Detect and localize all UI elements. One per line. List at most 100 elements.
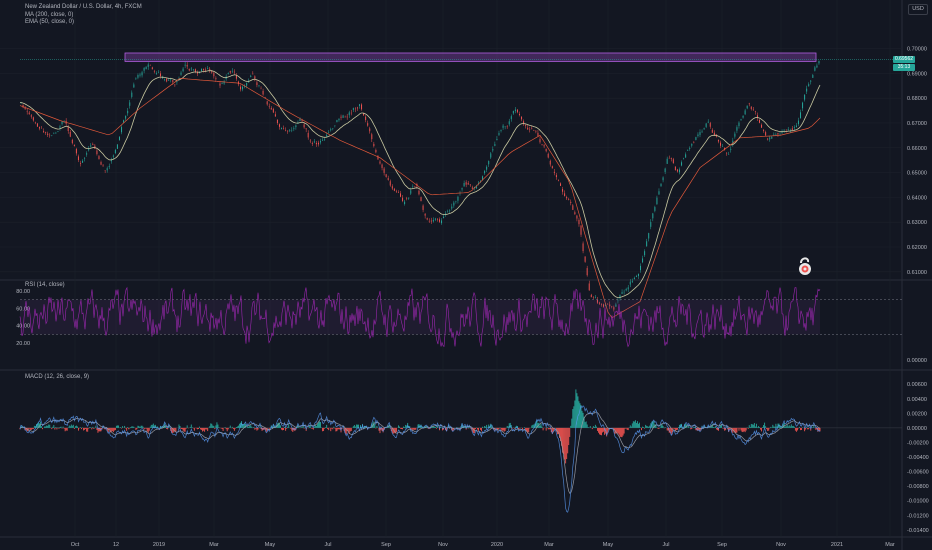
candle-body — [812, 75, 814, 78]
ma-legend[interactable]: MA (200, close, 0) — [25, 11, 74, 18]
candle-body — [412, 186, 414, 187]
macd-legend[interactable]: MACD (12, 26, close, 9) — [25, 374, 90, 380]
candle-body — [603, 304, 605, 307]
candle-body — [627, 287, 629, 290]
symbol-title[interactable]: New Zealand Dollar / U.S. Dollar, 4h, FX… — [25, 4, 142, 10]
candle-body — [779, 134, 781, 135]
candle-body — [486, 166, 488, 170]
candle-body — [469, 184, 471, 186]
candle-body — [32, 117, 34, 121]
candle-body — [172, 80, 174, 83]
candle-body — [22, 104, 24, 108]
candle-body — [701, 131, 703, 133]
candle-body — [806, 88, 808, 92]
candle-body — [346, 116, 348, 118]
candle-body — [393, 188, 395, 191]
candle-body — [233, 71, 235, 73]
candle-body — [742, 115, 744, 118]
candle-body — [59, 126, 61, 128]
candle-body — [203, 68, 205, 70]
price-tick-label: 0.68000 — [907, 96, 927, 102]
candle-body — [498, 133, 500, 135]
candle-body — [30, 115, 32, 117]
x-tick-label: 2021 — [831, 542, 843, 548]
candle-body — [75, 149, 77, 154]
candle-body — [151, 67, 153, 70]
rsi-legend[interactable]: RSI (14, close) — [25, 282, 65, 288]
ema-legend[interactable]: EMA (50, close, 0) — [25, 19, 75, 25]
x-tick-label: Sep — [717, 542, 727, 548]
candle-body — [410, 190, 412, 194]
x-tick-label: Nov — [776, 542, 786, 548]
candle-body — [174, 84, 176, 86]
resistance-zone — [124, 52, 817, 62]
ma-line — [19, 77, 821, 319]
candle-body — [539, 139, 541, 143]
candle-body — [508, 121, 510, 125]
candle-body — [691, 143, 693, 146]
currency-button[interactable]: USD — [908, 4, 928, 15]
candle-body — [609, 304, 611, 307]
candle-body — [404, 201, 406, 205]
candle-body — [584, 256, 586, 262]
candle-body — [262, 90, 264, 95]
candle-body — [49, 134, 51, 136]
candle-body — [613, 307, 615, 310]
candle-body — [281, 127, 283, 129]
candle-body — [527, 127, 529, 130]
candle-body — [198, 72, 200, 74]
candle-body — [408, 197, 410, 199]
candle-body — [512, 110, 514, 114]
candle-body — [467, 182, 469, 185]
candle-body — [320, 141, 322, 143]
candle-body — [726, 152, 728, 154]
candle-body — [568, 198, 570, 200]
candle-body — [229, 70, 231, 73]
candle-body — [133, 84, 135, 88]
candle-body — [572, 205, 574, 210]
candle-body — [492, 149, 494, 151]
candle-body — [740, 119, 742, 121]
candle-body — [317, 142, 319, 145]
candle-body — [235, 75, 237, 79]
candle-body — [631, 281, 633, 283]
candle-body — [681, 162, 683, 166]
candle-body — [334, 125, 336, 127]
candle-body — [186, 64, 188, 67]
candle-body — [367, 123, 369, 126]
price-tick-label: 0.69000 — [907, 71, 927, 77]
candle-body — [678, 169, 680, 173]
candle-body — [326, 135, 328, 137]
x-tick-label: Oct — [71, 542, 80, 548]
candle-body — [560, 183, 562, 186]
candle-body — [750, 106, 752, 110]
candle-body — [153, 71, 155, 72]
candle-body — [373, 143, 375, 147]
candle-body — [402, 197, 404, 201]
macd-tick-label: -0.00200 — [907, 440, 929, 446]
candle-body — [145, 66, 147, 70]
price-tick-label: 0.70000 — [907, 47, 927, 53]
candle-body — [494, 144, 496, 146]
macd-tick-label: -0.01400 — [907, 528, 929, 534]
candle-body — [553, 171, 555, 173]
candle-body — [219, 83, 221, 86]
macd-tick-label: -0.00800 — [907, 484, 929, 490]
candle-body — [687, 149, 689, 151]
macd-tick-label: 0.00600 — [907, 382, 927, 388]
candle-body — [783, 129, 785, 131]
candle-body — [625, 289, 627, 291]
candle-body — [322, 139, 324, 141]
x-tick-label: Mar — [885, 542, 895, 548]
candle-body — [24, 107, 26, 110]
candle-body — [535, 131, 537, 132]
candle-body — [732, 140, 734, 145]
candle-body — [38, 127, 40, 129]
macd-tick-label: -0.00600 — [907, 470, 929, 476]
candle-body — [685, 154, 687, 158]
price-tick-label: 0.66000 — [907, 146, 927, 152]
candle-body — [748, 103, 750, 105]
candle-body — [352, 108, 354, 110]
candle-body — [90, 145, 92, 147]
